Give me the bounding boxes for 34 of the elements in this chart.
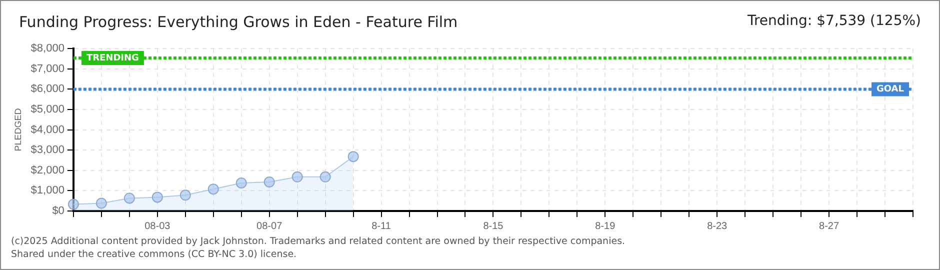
y-tick-label: $6,000 (30, 83, 64, 96)
point (264, 176, 275, 188)
x-tick-label: 8-11 (372, 220, 392, 232)
y-tick-label: $0 (52, 205, 64, 218)
ref-line-label: TRENDING (86, 53, 139, 64)
x-tick-label: 08-07 (256, 220, 283, 232)
point (320, 171, 331, 182)
x-tick-label: 08-03 (144, 220, 171, 232)
x-tick-label: 8-23 (707, 220, 728, 232)
x-tick-label: 8-27 (819, 220, 840, 232)
point (68, 198, 79, 210)
point (124, 192, 135, 204)
point (292, 171, 303, 182)
point (180, 190, 191, 201)
y-tick-label: $4,000 (30, 124, 64, 136)
y-tick-label: $1,000 (30, 184, 64, 197)
ref-line-label: GOAL (876, 84, 904, 95)
point (208, 184, 219, 195)
y-axis-title: PLEDGED (12, 108, 23, 152)
x-tick-label: 8-19 (595, 220, 616, 232)
y-tick-label: $5,000 (30, 104, 64, 116)
point (96, 198, 107, 209)
text: Trending: $7,539 (125%) (747, 13, 921, 29)
y-tick-label: $3,000 (30, 144, 64, 156)
y-tick-label: $7,000 (30, 62, 64, 75)
point (348, 151, 359, 162)
chart-title: Funding Progress: Everything Grows in Eden - Feature Film (19, 13, 458, 31)
x-tick-label: 8-15 (483, 220, 504, 232)
point (236, 177, 247, 188)
text: (c)2025 Additional content provided by Jack Johnston. Trademarks and related content are owned by their respective companies. (11, 236, 626, 247)
y-tick-label: $2,000 (30, 164, 64, 176)
point (152, 192, 163, 203)
y-tick-label: $8,000 (30, 42, 64, 55)
text: Shared under the creative commons (CC BY-NC 3.0) license. (11, 249, 297, 260)
